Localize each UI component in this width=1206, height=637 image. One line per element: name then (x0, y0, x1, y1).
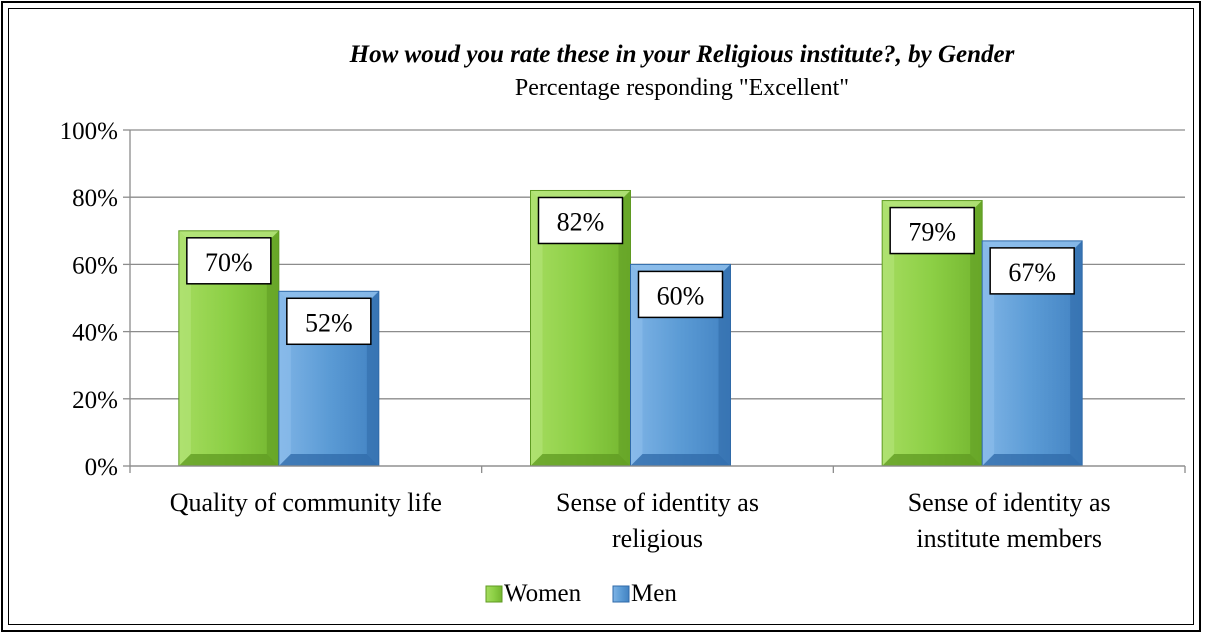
y-tick-label: 100% (60, 118, 118, 145)
chart-title: How woud you rate these in your Religiou… (349, 41, 1015, 68)
legend-item-women: Women (485, 580, 582, 607)
x-tick-label: institute members (916, 524, 1102, 553)
y-tick-label: 80% (72, 185, 118, 212)
x-tick-label: religious (612, 524, 703, 553)
x-axis: Quality of community life Sense of identi… (129, 465, 1186, 553)
x-tick-label: Sense of identity as (908, 488, 1111, 517)
y-tick-label: 40% (72, 320, 118, 347)
svg-text:52%: 52% (305, 308, 353, 337)
data-labels: 70% 82% 79% 52% 60% 67% (186, 196, 1075, 346)
data-label: 52% (286, 297, 372, 346)
y-tick-label: 20% (72, 387, 118, 414)
svg-text:79%: 79% (908, 218, 956, 247)
x-tick-label: Sense of identity as (556, 488, 759, 517)
y-tick-label: 60% (72, 252, 118, 279)
y-axis: 0% 20% 40% 60% 80% 100% (60, 118, 131, 481)
legend-swatch (612, 585, 630, 603)
svg-text:70%: 70% (205, 248, 253, 277)
y-tick-label: 0% (85, 454, 118, 481)
data-label: 70% (186, 237, 272, 285)
svg-text:60%: 60% (657, 281, 705, 310)
data-label: 79% (889, 206, 975, 255)
chart-subtitle: Percentage responding "Excellent" (515, 75, 849, 101)
legend-label: Men (631, 580, 677, 607)
legend-label: Women (504, 580, 582, 607)
svg-text:67%: 67% (1008, 258, 1056, 287)
chart-inner-border (8, 8, 1194, 625)
data-label: 67% (989, 247, 1075, 295)
legend: Women Men (485, 580, 677, 607)
svg-text:82%: 82% (557, 207, 605, 236)
legend-item-men: Men (612, 580, 677, 607)
data-label: 82% (537, 196, 624, 245)
legend-swatch (485, 585, 503, 603)
data-label: 60% (637, 270, 724, 319)
x-tick-label: Quality of community life (170, 488, 442, 517)
